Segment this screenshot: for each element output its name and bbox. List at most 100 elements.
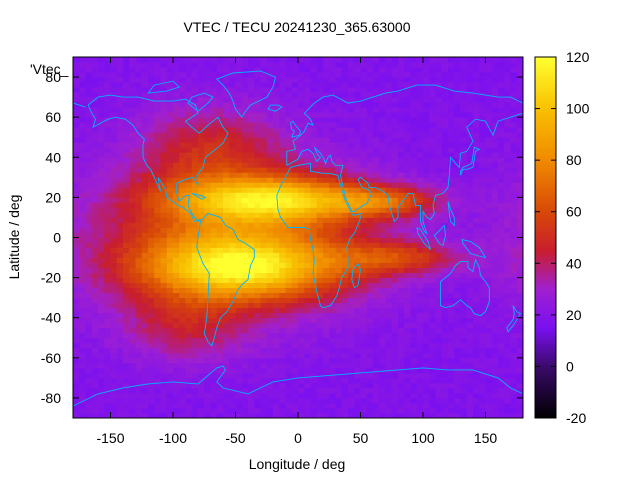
heatmap-cell: [310, 337, 318, 344]
heatmap-cell: [404, 167, 411, 173]
heatmap-cell: [191, 92, 199, 98]
heatmap-cell: [454, 167, 461, 173]
heatmap-cell: [341, 362, 349, 369]
heatmap-cell: [304, 377, 311, 384]
heatmap-cell: [466, 327, 474, 334]
heatmap-cell: [254, 357, 261, 364]
heatmap-cell: [279, 372, 286, 379]
heatmap-cell: [135, 222, 143, 228]
heatmap-cell: [448, 322, 455, 329]
heatmap-cell: [273, 307, 280, 314]
heatmap-cell: [323, 67, 330, 73]
heatmap-cell: [116, 272, 124, 279]
heatmap-cell: [123, 347, 130, 354]
heatmap-cell: [498, 227, 505, 233]
heatmap-cell: [248, 347, 255, 354]
heatmap-cell: [223, 322, 230, 329]
heatmap-cell: [141, 62, 149, 68]
heatmap-cell: [491, 237, 499, 243]
heatmap-cell: [304, 167, 311, 173]
heatmap-cell: [316, 287, 324, 294]
heatmap-cell: [210, 327, 218, 334]
heatmap-cell: [385, 122, 393, 128]
heatmap-cell: [341, 272, 349, 279]
heatmap-cell: [141, 182, 149, 188]
heatmap-cell: [466, 167, 474, 173]
heatmap-cell: [248, 77, 255, 83]
heatmap-cell: [154, 262, 161, 268]
heatmap-cell: [148, 377, 155, 384]
heatmap-cell: [179, 317, 186, 324]
heatmap-cell: [341, 267, 349, 273]
heatmap-cell: [479, 167, 486, 173]
heatmap-cell: [179, 127, 186, 133]
heatmap-cell: [479, 287, 486, 294]
heatmap-cell: [366, 197, 374, 203]
heatmap-cell: [91, 202, 99, 208]
heatmap-cell: [435, 357, 443, 364]
heatmap-cell: [191, 292, 199, 299]
heatmap-cell: [198, 107, 205, 113]
heatmap-cell: [273, 187, 280, 193]
heatmap-cell: [429, 152, 436, 158]
heatmap-cell: [298, 252, 305, 258]
heatmap-cell: [98, 282, 105, 289]
heatmap-cell: [266, 232, 274, 238]
heatmap-cell: [235, 262, 243, 268]
heatmap-cell: [348, 82, 355, 88]
heatmap-cell: [310, 202, 318, 208]
heatmap-cell: [85, 92, 93, 98]
heatmap-cell: [110, 217, 118, 223]
heatmap-cell: [85, 142, 93, 148]
heatmap-cell: [385, 332, 393, 339]
heatmap-cell: [241, 342, 249, 349]
heatmap-cell: [73, 402, 80, 409]
heatmap-cell: [379, 287, 386, 294]
heatmap-cell: [429, 62, 436, 68]
heatmap-cell: [429, 387, 436, 394]
heatmap-cell: [404, 202, 411, 208]
heatmap-cell: [479, 62, 486, 68]
heatmap-cell: [504, 317, 511, 324]
heatmap-cell: [410, 342, 418, 349]
heatmap-cell: [148, 407, 155, 414]
heatmap-cell: [460, 102, 468, 108]
heatmap-cell: [341, 107, 349, 113]
heatmap-cell: [129, 312, 136, 319]
heatmap-cell: [329, 162, 336, 168]
heatmap-cell: [204, 167, 211, 173]
heatmap-cell: [135, 192, 143, 198]
heatmap-cell: [198, 357, 205, 364]
heatmap-cell: [104, 382, 111, 389]
heatmap-cell: [210, 137, 218, 143]
heatmap-cell: [279, 312, 286, 319]
heatmap-cell: [73, 317, 80, 324]
heatmap-cell: [285, 107, 293, 113]
heatmap-cell: [73, 122, 80, 128]
heatmap-cell: [416, 327, 424, 334]
heatmap-cell: [85, 157, 93, 163]
heatmap-cell: [223, 247, 230, 253]
heatmap-cell: [466, 107, 474, 113]
heatmap-cell: [373, 102, 380, 108]
heatmap-cell: [191, 297, 199, 304]
heatmap-cell: [273, 392, 280, 399]
heatmap-cell: [310, 362, 318, 369]
heatmap-cell: [398, 57, 405, 63]
heatmap-cell: [73, 327, 80, 334]
heatmap-cell: [316, 107, 324, 113]
heatmap-cell: [423, 352, 430, 359]
heatmap-cell: [316, 337, 324, 344]
heatmap-cell: [366, 282, 374, 289]
heatmap-cell: [341, 387, 349, 394]
heatmap-cell: [429, 192, 436, 198]
heatmap-cell: [416, 187, 424, 193]
heatmap-cell: [398, 182, 405, 188]
heatmap-cell: [73, 192, 80, 198]
heatmap-cell: [285, 347, 293, 354]
heatmap-cell: [285, 302, 293, 309]
heatmap-cell: [279, 287, 286, 294]
heatmap-cell: [366, 217, 374, 223]
heatmap-cell: [454, 72, 461, 78]
heatmap-cell: [348, 412, 355, 419]
